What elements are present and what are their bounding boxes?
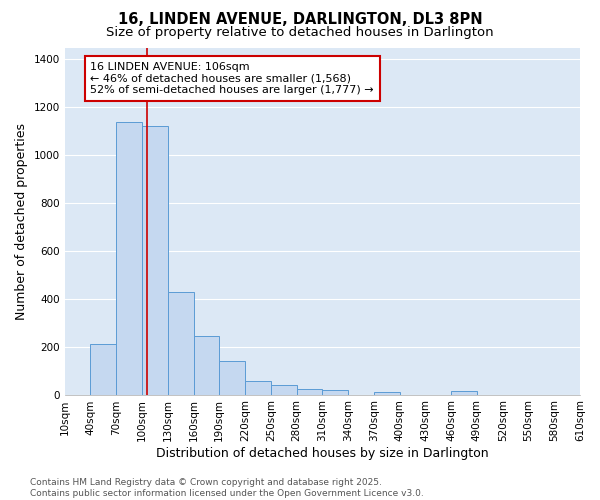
Bar <box>91 344 116 395</box>
Text: 16, LINDEN AVENUE, DARLINGTON, DL3 8PN: 16, LINDEN AVENUE, DARLINGTON, DL3 8PN <box>118 12 482 28</box>
Text: Size of property relative to detached houses in Darlington: Size of property relative to detached ho… <box>106 26 494 39</box>
Bar <box>271 384 296 394</box>
Bar <box>451 391 477 394</box>
Bar <box>219 361 245 394</box>
Bar <box>116 122 142 394</box>
Y-axis label: Number of detached properties: Number of detached properties <box>15 122 28 320</box>
X-axis label: Distribution of detached houses by size in Darlington: Distribution of detached houses by size … <box>156 447 488 460</box>
Text: 16 LINDEN AVENUE: 106sqm
← 46% of detached houses are smaller (1,568)
52% of sem: 16 LINDEN AVENUE: 106sqm ← 46% of detach… <box>91 62 374 95</box>
Bar <box>374 392 400 394</box>
Bar <box>168 292 193 395</box>
Bar <box>322 390 348 394</box>
Bar <box>193 336 219 394</box>
Text: Contains HM Land Registry data © Crown copyright and database right 2025.
Contai: Contains HM Land Registry data © Crown c… <box>30 478 424 498</box>
Bar <box>296 388 322 394</box>
Bar <box>245 380 271 394</box>
Bar <box>142 126 168 394</box>
